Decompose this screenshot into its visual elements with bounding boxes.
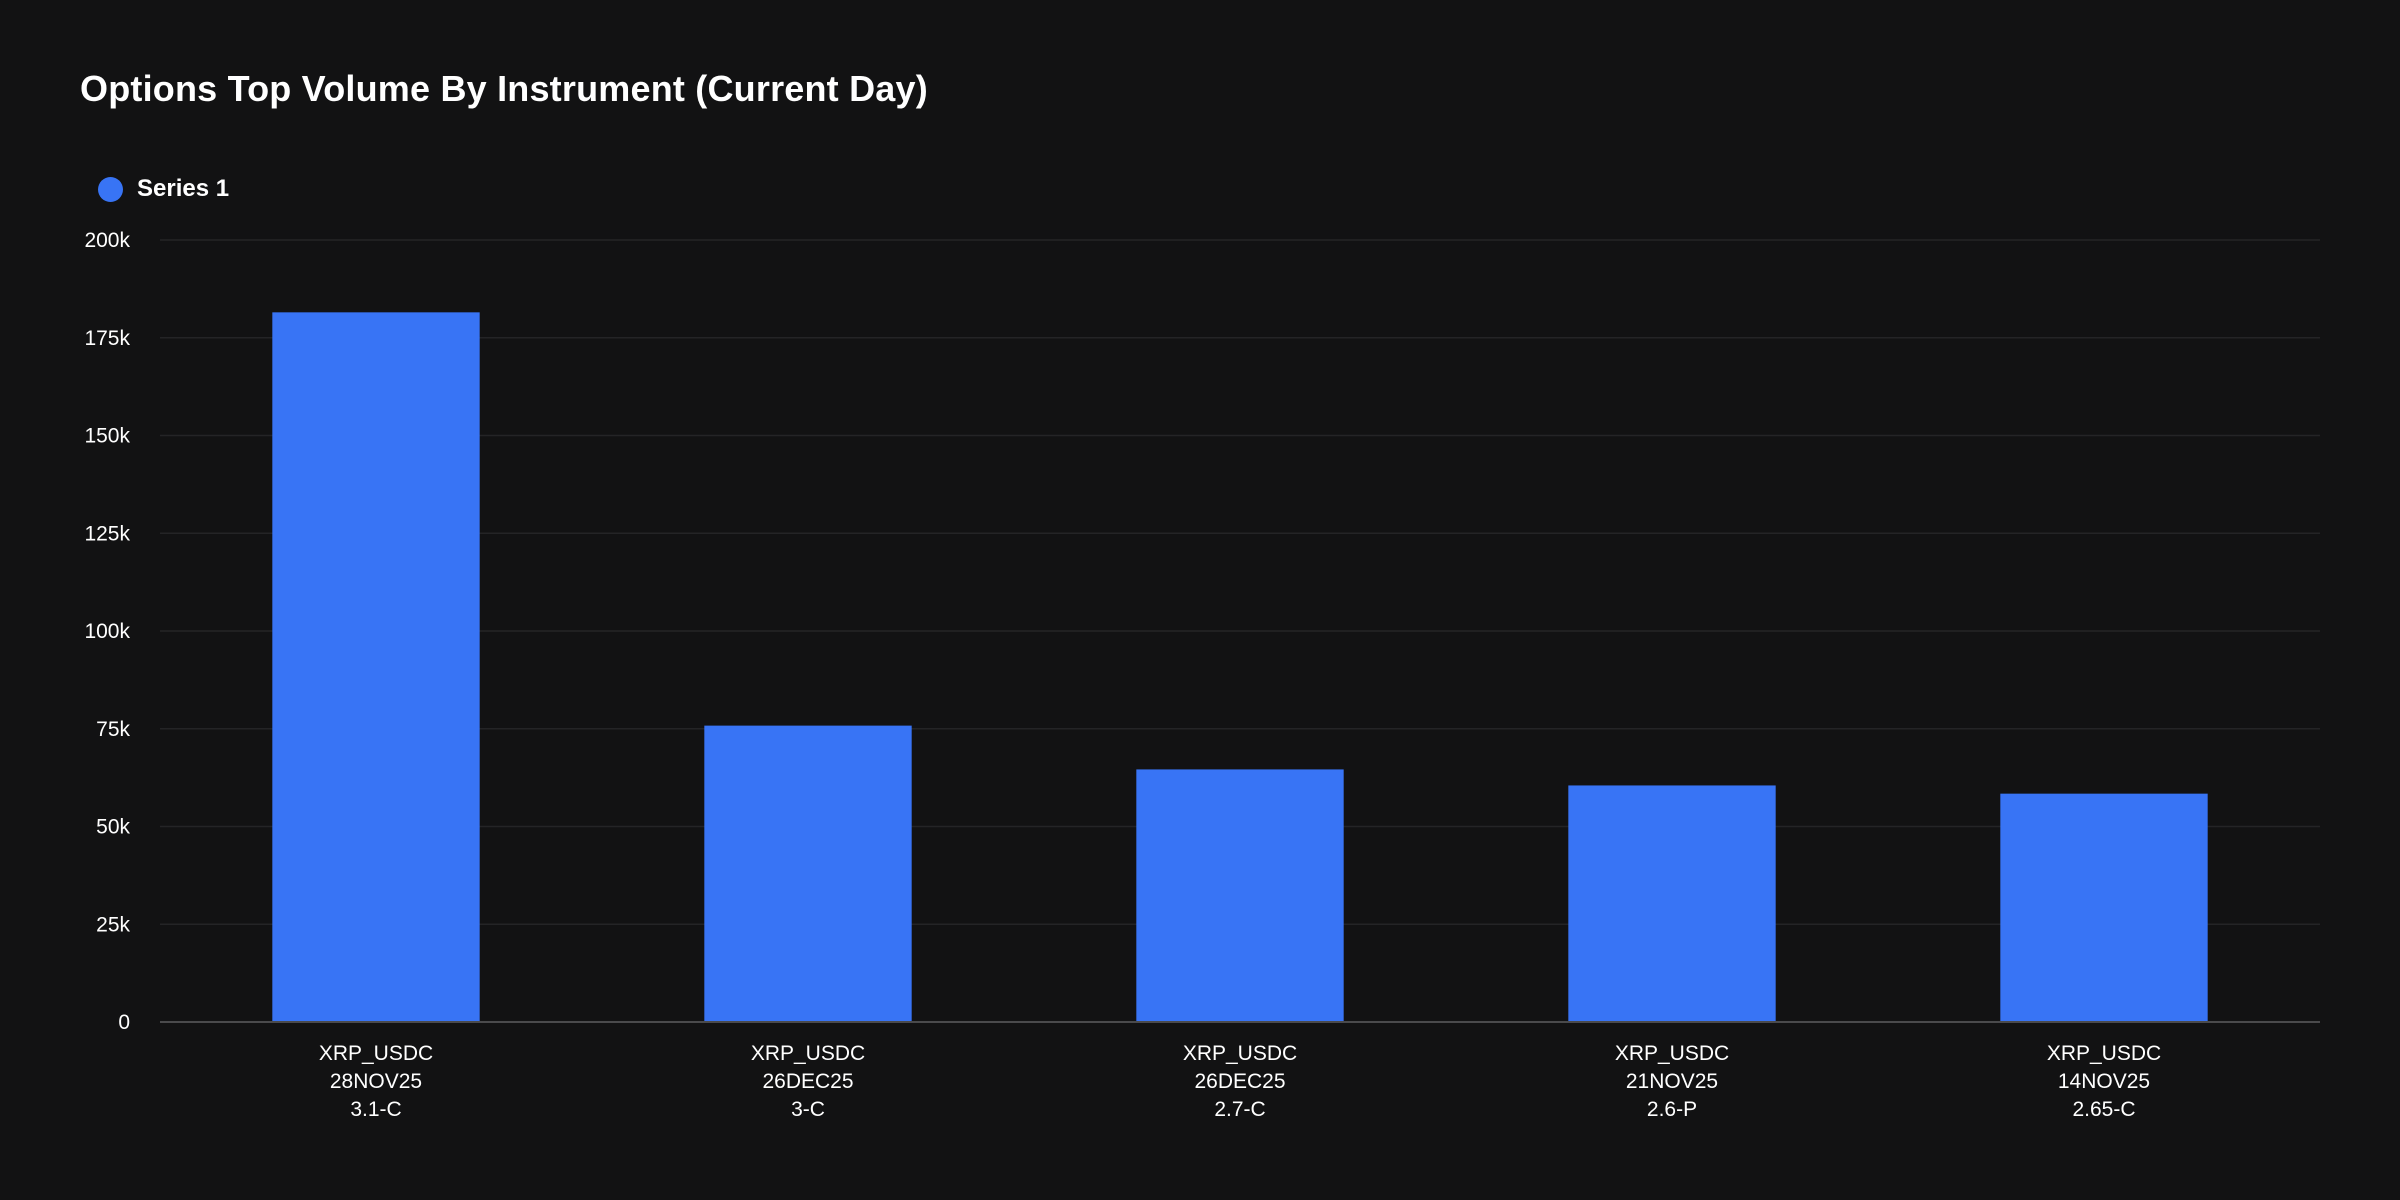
x-tick-label-line: 3-C bbox=[791, 1098, 825, 1121]
x-tick-label-line: 2.7-C bbox=[1214, 1098, 1265, 1121]
x-tick-label: XRP_USDC 21NOV25 2.6-P bbox=[1615, 1042, 1729, 1121]
y-axis: 0 25k 50k 75k 100k 125k 150k 175k 200k bbox=[84, 229, 130, 1034]
x-tick-label: XRP_USDC 26DEC25 3-C bbox=[751, 1042, 865, 1121]
chart-legend[interactable]: Series 1 bbox=[98, 175, 229, 203]
y-tick-label: 200k bbox=[84, 229, 130, 252]
y-tick-label: 0 bbox=[118, 1011, 130, 1034]
y-tick-label: 125k bbox=[84, 522, 130, 545]
x-tick-label-line: XRP_USDC bbox=[1183, 1042, 1297, 1065]
x-tick-label-line: 2.65-C bbox=[2072, 1098, 2135, 1121]
legend-swatch-icon bbox=[98, 176, 123, 202]
x-tick-label-line: 21NOV25 bbox=[1626, 1070, 1718, 1093]
x-tick-label-line: 26DEC25 bbox=[1194, 1070, 1285, 1093]
y-tick-label: 150k bbox=[84, 425, 130, 448]
x-tick-label-line: XRP_USDC bbox=[1615, 1042, 1729, 1065]
y-tick-label: 100k bbox=[84, 620, 130, 643]
x-tick-label: XRP_USDC 28NOV25 3.1-C bbox=[319, 1042, 433, 1121]
y-tick-label: 75k bbox=[96, 718, 130, 741]
legend-label: Series 1 bbox=[137, 175, 230, 202]
bar[interactable] bbox=[704, 725, 912, 1022]
x-tick-label: XRP_USDC 14NOV25 2.65-C bbox=[2047, 1042, 2161, 1121]
x-tick-label-line: XRP_USDC bbox=[751, 1042, 865, 1065]
x-tick-label-line: XRP_USDC bbox=[319, 1042, 433, 1065]
y-tick-label: 50k bbox=[96, 816, 130, 839]
bar[interactable] bbox=[272, 312, 480, 1023]
x-tick-label-line: XRP_USDC bbox=[2047, 1042, 2161, 1065]
y-tick-label: 25k bbox=[96, 913, 130, 936]
x-tick-label-line: 3.1-C bbox=[350, 1098, 401, 1121]
x-tick-label-line: 2.6-P bbox=[1647, 1098, 1697, 1121]
chart-title: Options Top Volume By Instrument (Curren… bbox=[80, 68, 928, 109]
x-tick-label-line: 14NOV25 bbox=[2058, 1070, 2150, 1093]
x-tick-label-line: 28NOV25 bbox=[330, 1070, 422, 1093]
bar[interactable] bbox=[2000, 793, 2208, 1022]
x-tick-label-line: 26DEC25 bbox=[762, 1070, 853, 1093]
bars bbox=[272, 312, 2208, 1023]
bar[interactable] bbox=[1136, 769, 1344, 1022]
gridlines bbox=[160, 239, 2320, 925]
y-tick-label: 175k bbox=[84, 327, 130, 350]
bar[interactable] bbox=[1568, 785, 1776, 1022]
x-tick-label: XRP_USDC 26DEC25 2.7-C bbox=[1183, 1042, 1297, 1121]
